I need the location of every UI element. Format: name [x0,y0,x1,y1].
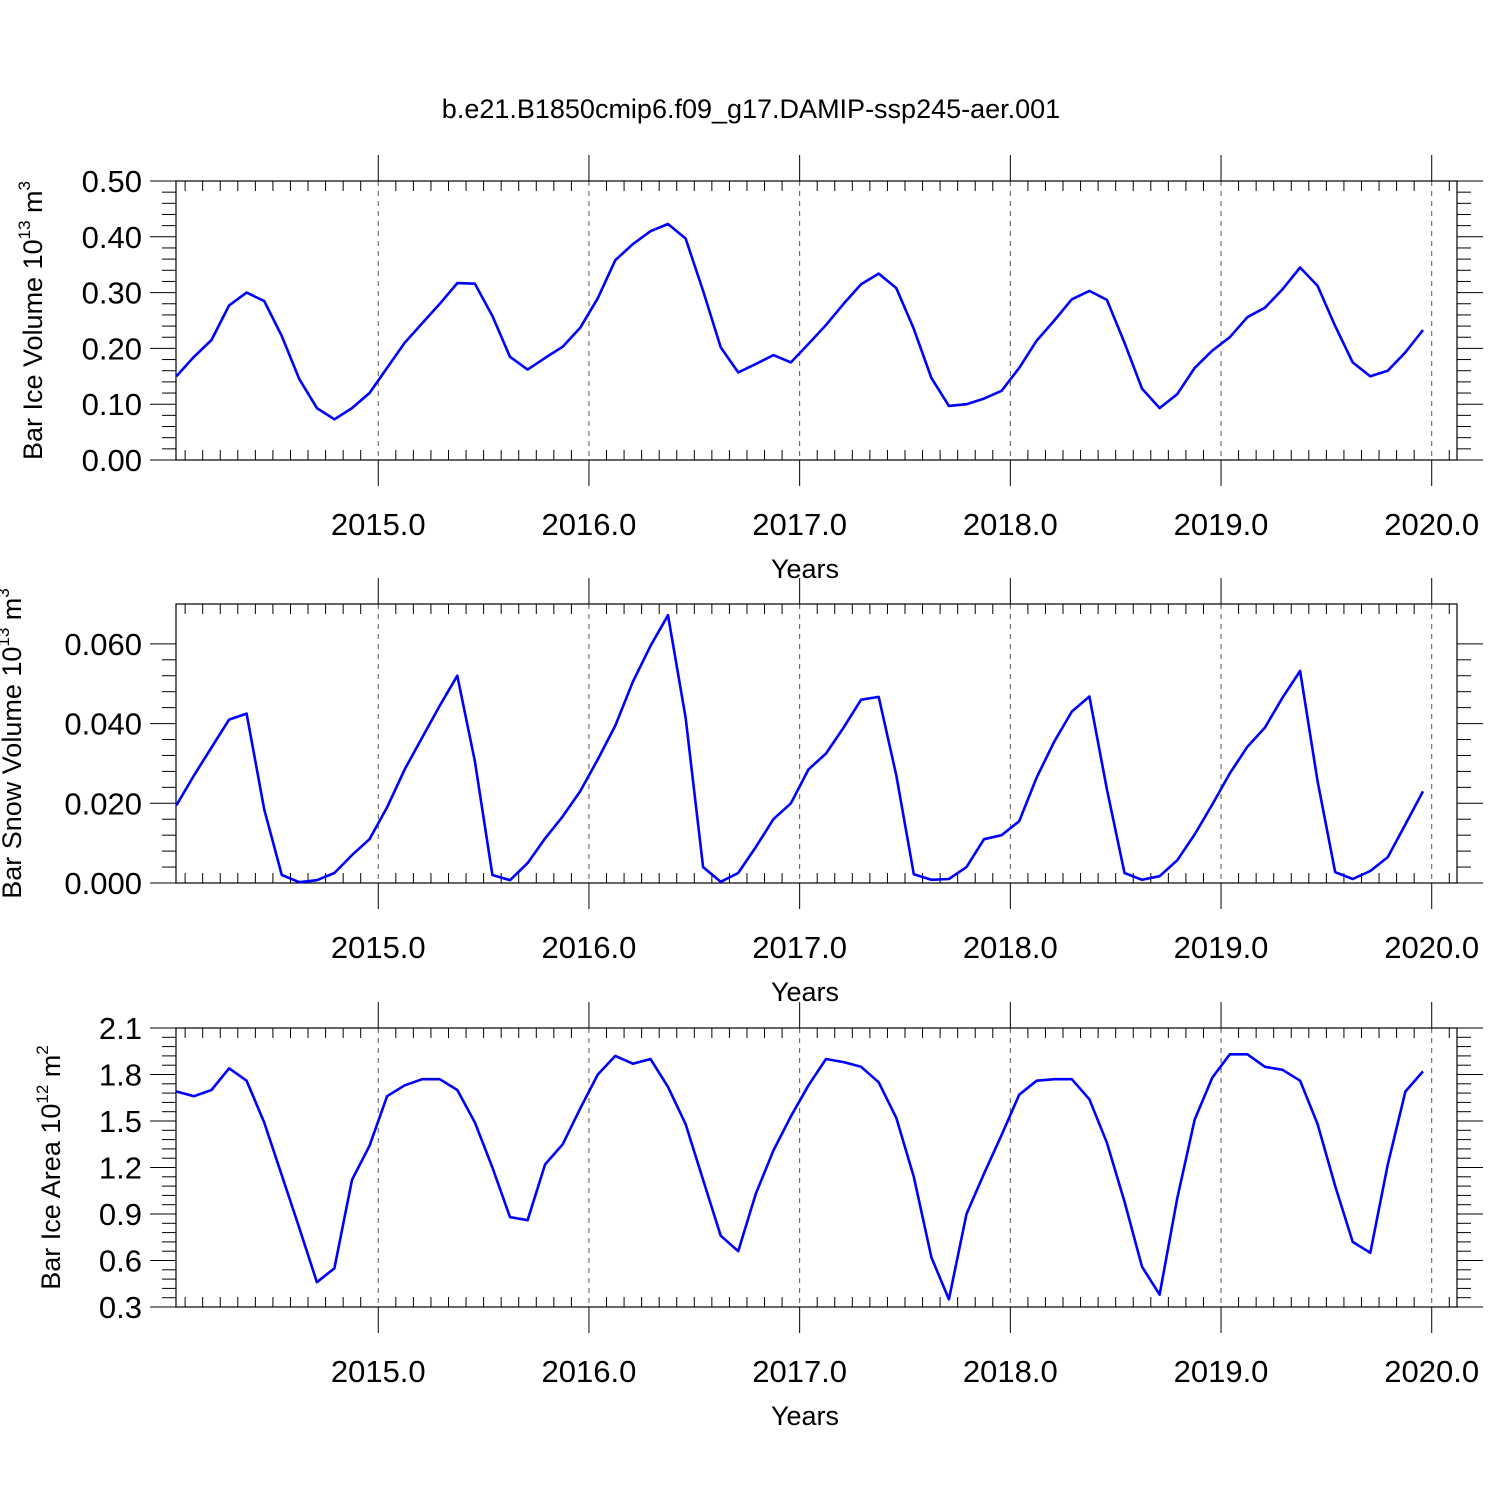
y-tick-label: 0.30 [82,276,142,311]
y-tick-label: 1.5 [99,1104,142,1139]
chart-title: b.e21.B1850cmip6.f09_g17.DAMIP-ssp245-ae… [442,94,1060,124]
x-tick-label: 2016.0 [542,930,637,965]
y-tick-label: 1.8 [99,1058,142,1093]
y-tick-label: 0.40 [82,220,142,255]
y-tick-label: 2.1 [99,1011,142,1046]
x-axis-label: Years [771,1401,839,1431]
y-tick-label: 0.9 [99,1197,142,1232]
y-tick-label: 0.20 [82,331,142,366]
y-tick-label: 0.000 [64,866,142,901]
x-tick-label: 2015.0 [331,1354,426,1389]
x-tick-label: 2017.0 [752,1354,847,1389]
y-tick-label: 0.10 [82,387,142,422]
x-tick-label: 2019.0 [1174,1354,1269,1389]
panel-2: 0.000 0.020 0.040 0.060 2015.0 2016.0 2017.0 20… [0,578,1483,1007]
y-axis-label: Bar Snow Volume 1013 m3 [0,588,27,899]
x-tick-label: 2016.0 [542,507,637,542]
x-tick-label: 2018.0 [963,930,1058,965]
panel-1: 0.00 0.10 0.20 0.30 0.40 0.50 2015.0 2016.0 2017… [15,155,1483,584]
y-tick-label: 0.6 [99,1244,142,1279]
x-tick-label: 2015.0 [331,930,426,965]
y-tick-label: 0.040 [64,707,142,742]
y-axis-label: Bar Ice Volume 1013 m3 [15,181,48,460]
x-axis-label: Years [771,554,839,584]
x-tick-label: 2019.0 [1174,930,1269,965]
y-tick-label: 0.00 [82,443,142,478]
plot-frame [175,603,1458,884]
y-tick-label: 0.3 [99,1290,142,1325]
series-line [175,222,1425,421]
x-tick-label: 2020.0 [1384,930,1479,965]
x-tick-label: 2018.0 [963,1354,1058,1389]
y-tick-label: 0.50 [82,164,142,199]
series-line [175,613,1425,884]
x-tick-label: 2017.0 [752,930,847,965]
y-tick-label: 0.020 [64,786,142,821]
y-tick-label: 0.060 [64,627,142,662]
x-tick-label: 2018.0 [963,507,1058,542]
panel-3: 0.3 0.6 0.9 1.2 1.5 1.8 2.1 2015.0 2016.0 2017.0 2… [33,1002,1483,1431]
plot-frame [175,1027,1458,1308]
x-tick-label: 2020.0 [1384,1354,1479,1389]
x-tick-label: 2017.0 [752,507,847,542]
y-tick-label: 1.2 [99,1151,142,1186]
plot-frame [175,180,1458,461]
y-axis-label: Bar Ice Area 1012 m2 [33,1045,66,1290]
x-axis-label: Years [771,977,839,1007]
x-tick-label: 2016.0 [542,1354,637,1389]
x-tick-label: 2020.0 [1384,507,1479,542]
series-line [176,1053,1424,1301]
x-tick-label: 2015.0 [331,507,426,542]
x-tick-label: 2019.0 [1174,507,1269,542]
